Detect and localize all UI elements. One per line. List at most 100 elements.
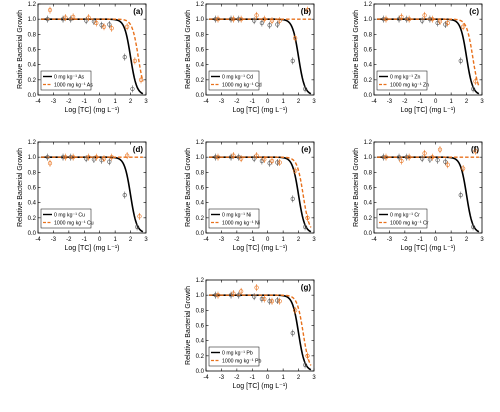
control-data-point	[134, 224, 140, 230]
plot-frame	[205, 279, 315, 372]
control-data-point	[213, 293, 218, 298]
control-data-point	[267, 299, 272, 304]
control-data-point	[267, 23, 272, 28]
x-tick-label: -3	[387, 99, 393, 105]
control-data-point	[228, 17, 234, 22]
legend-entry: 0 mg kg⁻¹ Cd	[222, 75, 253, 81]
control-data-point	[68, 155, 73, 160]
treated-data-point	[215, 155, 221, 160]
plot-frame	[205, 3, 315, 96]
panel-label: (f)	[471, 145, 479, 154]
control-data-point	[275, 22, 280, 27]
treated-data-point	[445, 20, 450, 26]
y-tick-label: 0.8	[196, 32, 205, 38]
treated-data-point	[262, 296, 267, 302]
treated-data-point	[239, 289, 244, 294]
treated-data-point	[407, 155, 412, 160]
legend-entry: 1000 mg kg⁻¹ Cu	[54, 221, 94, 227]
x-tick-label: 0	[266, 375, 270, 381]
y-tick-label: 1.2	[364, 140, 373, 146]
panel-label: (d)	[133, 145, 144, 154]
y-tick-label: 0.6	[28, 48, 37, 54]
control-data-point	[470, 86, 476, 92]
y-tick-label: 1.2	[196, 140, 205, 146]
control-data-point	[420, 156, 425, 161]
y-tick-label: 0.2	[364, 78, 373, 84]
control-data-point	[470, 224, 476, 230]
y-tick-label: 0.2	[364, 216, 373, 222]
treated-data-point	[399, 158, 404, 164]
y-tick-label: 0.8	[364, 170, 373, 176]
control-data-point	[252, 294, 257, 299]
y-tick-label: 0.6	[28, 186, 37, 192]
treated-data-point	[461, 166, 466, 171]
treated-data-point	[269, 299, 275, 304]
y-tick-label: 1.0	[196, 155, 205, 161]
y-tick-label: 1.0	[364, 17, 373, 23]
x-tick-label: -3	[219, 237, 225, 243]
y-tick-label: 0.4	[364, 201, 373, 207]
x-tick-label: -2	[234, 99, 240, 105]
x-axis-label: Log [TC] (mg L⁻¹)	[400, 245, 455, 252]
treated-fit-curve	[41, 18, 144, 82]
control-data-point	[427, 17, 432, 22]
control-data-point	[122, 192, 127, 198]
control-data-point	[290, 58, 295, 63]
control-data-point	[91, 157, 96, 162]
y-tick-label: 0.4	[28, 201, 37, 207]
x-tick-label: 1	[113, 237, 117, 243]
y-tick-label: 0.6	[196, 48, 205, 54]
panel-label: (a)	[133, 7, 143, 16]
control-data-point	[458, 58, 463, 63]
treated-data-point	[461, 24, 466, 29]
legend-entry: 0 mg kg⁻¹ Ni	[222, 213, 251, 219]
legend-entry: 0 mg kg⁻¹ Zn	[390, 75, 421, 81]
y-tick-label: 0.0	[28, 93, 37, 99]
treated-data-point	[215, 17, 221, 22]
control-data-point	[443, 159, 448, 164]
control-data-point	[252, 156, 257, 161]
legend-box	[376, 208, 428, 229]
control-data-point	[122, 54, 127, 60]
x-tick-label: 1	[281, 99, 285, 105]
treated-data-point	[71, 155, 76, 160]
legend-entry: 0 mg kg⁻¹ As	[54, 75, 85, 81]
legend-entry: 1000 mg kg⁻¹ As	[54, 83, 93, 89]
treated-data-point	[125, 24, 130, 29]
x-tick-label: -3	[219, 99, 225, 105]
treated-data-point	[137, 214, 142, 219]
treated-data-point	[445, 162, 450, 167]
x-tick-label: -4	[371, 237, 377, 243]
y-tick-label: 0.8	[196, 308, 205, 314]
y-axis-label: Relative Bacterial Growth	[185, 286, 192, 365]
x-tick-label: 3	[480, 99, 484, 105]
treated-data-point	[239, 17, 244, 22]
x-axis-label: Log [TC] (mg L⁻¹)	[64, 245, 119, 252]
legend-entry: 0 mg kg⁻¹ Cu	[54, 213, 85, 219]
treated-data-point	[109, 26, 114, 31]
treated-data-point	[437, 19, 443, 24]
treated-data-point	[473, 149, 478, 154]
legend-box	[208, 208, 260, 229]
treated-data-point	[293, 308, 298, 313]
y-tick-label: 0.4	[364, 63, 373, 69]
x-tick-label: 0	[266, 237, 270, 243]
x-tick-label: -2	[234, 375, 240, 381]
x-tick-label: -1	[418, 99, 424, 105]
treated-data-point	[430, 155, 435, 160]
x-tick-label: 2	[297, 375, 301, 381]
y-tick-label: 0.4	[28, 63, 37, 69]
y-axis-label: Relative Bacterial Growth	[185, 10, 192, 89]
x-tick-label: 3	[312, 375, 316, 381]
control-data-point	[45, 17, 50, 22]
treated-fit-curve	[209, 156, 312, 228]
y-tick-label: 1.2	[196, 278, 205, 284]
x-tick-label: 3	[480, 237, 484, 243]
control-data-point	[404, 155, 409, 160]
treated-data-point	[109, 155, 114, 160]
control-data-point	[404, 17, 409, 22]
x-tick-label: -2	[66, 237, 72, 243]
control-data-point	[381, 17, 386, 22]
x-tick-label: 2	[465, 237, 469, 243]
y-axis-label: Relative Bacterial Growth	[353, 148, 360, 227]
